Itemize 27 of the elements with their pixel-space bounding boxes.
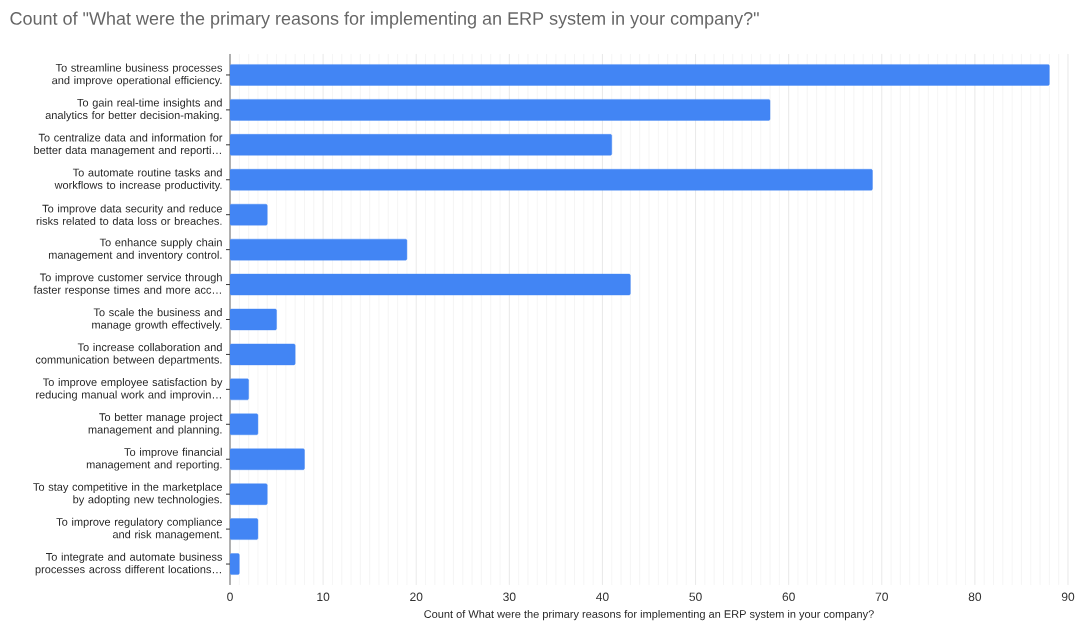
y-tick-label: To enhance supply chain management and inventory control. <box>48 238 222 261</box>
x-axis-title: Count of What were the primary reasons for implementing an ERP system in your company? <box>424 609 874 621</box>
x-tick-label: 30 <box>503 592 516 602</box>
y-tick-label: To improve customer service through faster response times and more acc… <box>33 273 222 296</box>
y-tick-label: To stay competitive in the marketplace by adopting new technologies. <box>33 482 222 506</box>
x-tick-label: 70 <box>875 592 888 602</box>
y-tick-label: To automate routine tasks and workflows to increase productivity. <box>54 168 222 192</box>
y-tick-label: To better manage project management and planning. <box>88 412 223 436</box>
y-tick-label: To improve employee satisfaction by reducing manual work and improvin… <box>36 377 223 401</box>
x-tick-label: 40 <box>596 592 609 602</box>
x-tick-label: 10 <box>317 592 330 602</box>
y-tick-label: To improve regulatory compliance and risk management. <box>56 517 222 541</box>
y-tick-label: To scale the business and manage growth effectively. <box>92 308 222 331</box>
x-tick-label: 80 <box>968 592 982 602</box>
chart-title: Count of "What were the primary reasons for implementing an ERP system in your company?" <box>10 11 759 29</box>
y-tick-label: To centralize data and information for better data management and reporti… <box>34 133 223 157</box>
y-tick-label: To increase collaboration and communication between departments. <box>35 343 222 366</box>
x-tick-label: 20 <box>410 592 423 602</box>
y-tick-label: To integrate and automate business processes across different locations… <box>35 552 223 576</box>
y-tick-label: To streamline business processes and improve operational efficiency. <box>52 63 223 87</box>
y-tick-label: To improve financial management and reporting. <box>86 447 222 471</box>
x-tick-label: 60 <box>782 592 795 602</box>
x-tick-label: 50 <box>689 592 702 602</box>
y-tick-label: To gain real-time insights and analytics for better decision-making. <box>45 98 222 122</box>
y-tick-label: To improve data security and reduce risks related to data loss or breaches. <box>36 204 222 225</box>
x-tick-label: 0 <box>227 592 233 602</box>
x-tick-label: 90 <box>1061 592 1075 602</box>
